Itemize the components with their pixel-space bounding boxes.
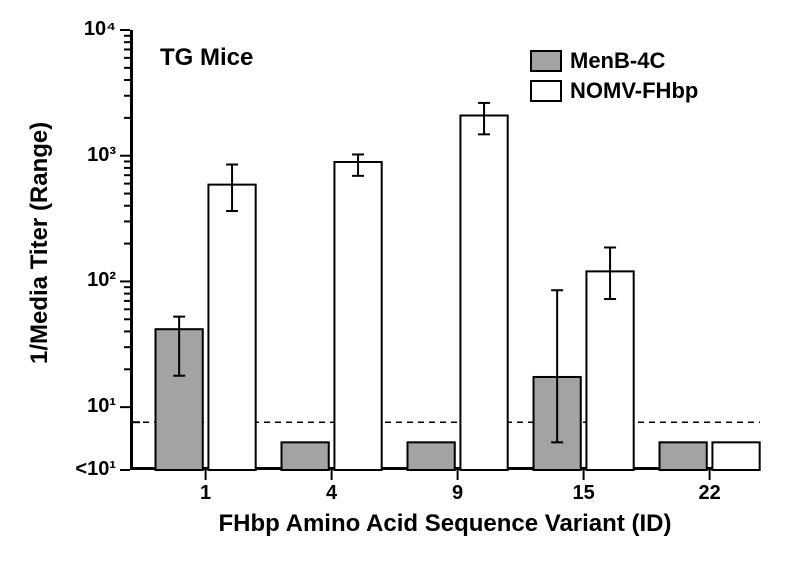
x-tick-label: 22 xyxy=(690,482,730,505)
chart-container: 1/Media Titer (Range) FHbp Amino Acid Se… xyxy=(0,0,800,568)
y-tick-label: <10¹ xyxy=(75,458,116,481)
x-tick-label: 15 xyxy=(564,482,604,505)
plot-svg xyxy=(0,0,800,568)
y-tick-label: 10¹ xyxy=(87,395,116,418)
y-tick-label: 10⁴ xyxy=(84,18,116,41)
x-tick-label: 4 xyxy=(312,482,352,505)
x-tick-label: 9 xyxy=(438,482,478,505)
x-tick-label: 1 xyxy=(186,482,226,505)
y-tick-label: 10³ xyxy=(87,144,116,167)
y-tick-label: 10² xyxy=(87,269,116,292)
